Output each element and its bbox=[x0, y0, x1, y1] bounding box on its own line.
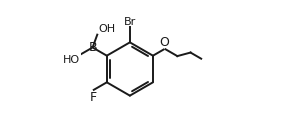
Text: HO: HO bbox=[63, 55, 80, 65]
Text: OH: OH bbox=[98, 24, 115, 34]
Text: B: B bbox=[88, 41, 97, 54]
Text: F: F bbox=[89, 91, 97, 104]
Text: Br: Br bbox=[124, 17, 136, 27]
Text: O: O bbox=[159, 36, 169, 49]
